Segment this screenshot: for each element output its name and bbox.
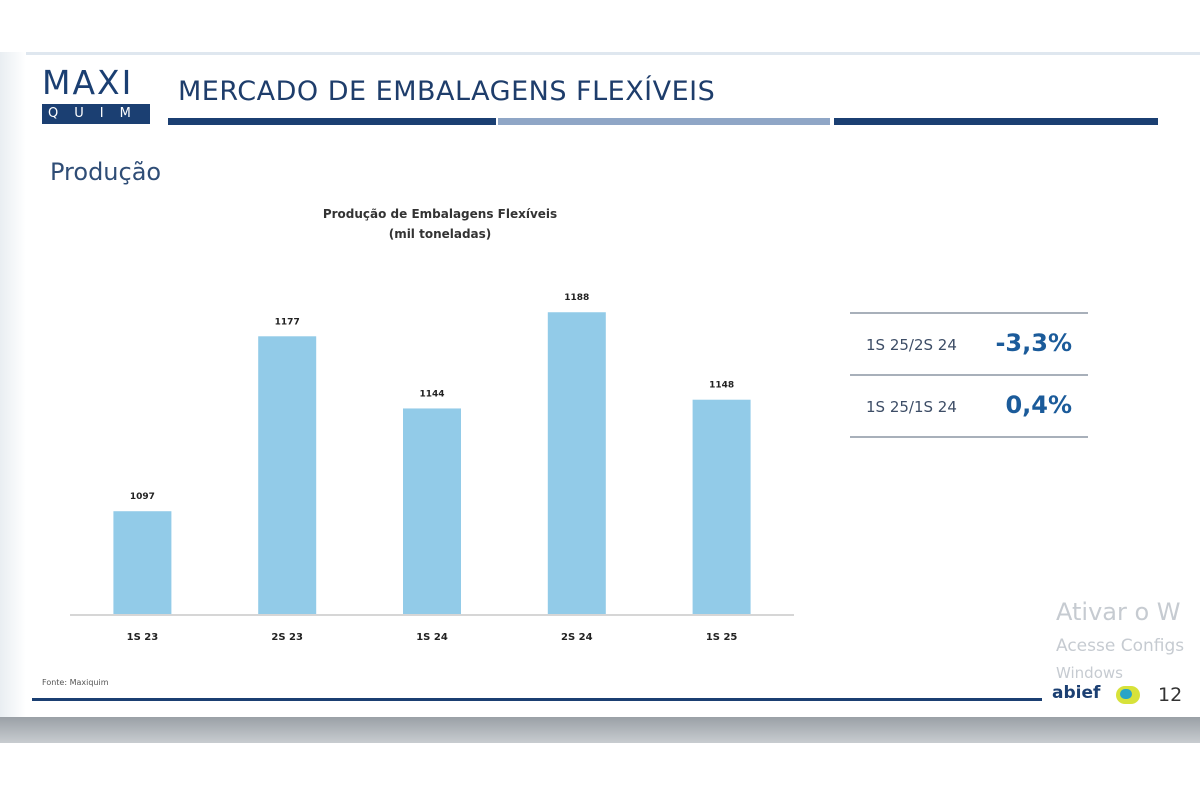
logo-quim-text: QUIM bbox=[42, 104, 150, 124]
data-label: 1188 bbox=[564, 293, 589, 303]
data-label: 1097 bbox=[130, 492, 155, 502]
maxiquim-logo: MAXI QUIM bbox=[42, 66, 152, 128]
activation-watermark-line: Windows bbox=[1056, 664, 1123, 682]
logo-maxi-text: MAXI bbox=[42, 63, 134, 102]
page-number: 12 bbox=[1158, 684, 1183, 706]
chart-subtitle: (mil toneladas) bbox=[388, 227, 492, 241]
header-rule-left bbox=[168, 118, 496, 125]
activation-watermark-line: Acesse Configs bbox=[1056, 636, 1185, 656]
bar bbox=[547, 312, 606, 614]
comparison-value: -3,3% bbox=[995, 329, 1072, 357]
slide-title: MERCADO DE EMBALAGENS FLEXÍVEIS bbox=[178, 76, 716, 107]
bar bbox=[403, 408, 461, 614]
x-tick-label: 1S 24 bbox=[416, 632, 448, 643]
bar bbox=[692, 399, 751, 614]
slide-edge bbox=[0, 52, 26, 720]
abief-logo-icon bbox=[1116, 686, 1140, 704]
chart-title: Produção de Embalagens Flexíveis bbox=[322, 207, 558, 221]
data-label: 1144 bbox=[419, 389, 444, 399]
comparison-value: 0,4% bbox=[1005, 391, 1072, 419]
x-tick-label: 2S 23 bbox=[271, 632, 303, 643]
x-tick-label: 1S 23 bbox=[127, 632, 159, 643]
abief-logo: abief bbox=[1052, 682, 1144, 710]
abief-logo-text: abief bbox=[1052, 683, 1101, 703]
comparison-label: 1S 25/1S 24 bbox=[866, 398, 957, 416]
comparison-row: 1S 25/2S 24 -3,3% bbox=[850, 312, 1088, 374]
activation-watermark-line: Ativar o W bbox=[1056, 598, 1181, 626]
source-note: Fonte: Maxiquim bbox=[42, 678, 109, 687]
data-label: 1148 bbox=[709, 381, 734, 391]
x-tick-label: 2S 24 bbox=[561, 632, 593, 643]
bar bbox=[113, 511, 172, 614]
section-title: Produção bbox=[50, 158, 162, 186]
header-rule-middle bbox=[498, 118, 830, 125]
header-rule-right bbox=[834, 118, 1158, 125]
comparison-table: 1S 25/2S 24 -3,3% 1S 25/1S 24 0,4% bbox=[850, 312, 1088, 438]
footer-rule bbox=[32, 698, 1042, 701]
comparison-label: 1S 25/2S 24 bbox=[866, 336, 957, 354]
comparison-row: 1S 25/1S 24 0,4% bbox=[850, 374, 1088, 438]
taskbar bbox=[0, 717, 1200, 743]
data-label: 1177 bbox=[275, 317, 300, 327]
x-tick-label: 1S 25 bbox=[706, 632, 738, 643]
bar bbox=[258, 336, 317, 614]
